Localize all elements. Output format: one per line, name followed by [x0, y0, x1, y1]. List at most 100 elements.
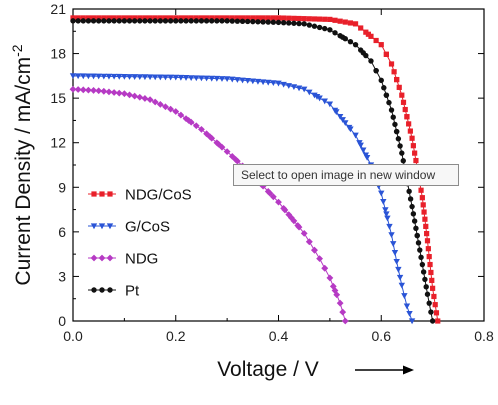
data-point — [426, 254, 432, 260]
data-point — [386, 99, 392, 106]
data-point — [378, 190, 385, 197]
series-line — [72, 75, 413, 322]
data-point — [388, 107, 395, 113]
y-tick-label: 9 — [58, 179, 66, 195]
data-point — [173, 15, 179, 21]
data-point — [356, 140, 363, 146]
data-point — [415, 240, 422, 246]
data-point — [311, 16, 318, 22]
data-point — [403, 303, 411, 310]
data-point — [270, 19, 277, 25]
data-point — [352, 132, 359, 139]
data-point — [413, 157, 419, 164]
data-point — [249, 78, 257, 85]
data-point — [232, 156, 240, 163]
data-point — [239, 77, 246, 84]
data-point — [418, 187, 424, 193]
data-point — [295, 85, 303, 92]
data-point — [321, 98, 328, 105]
data-point — [360, 50, 366, 56]
data-point — [281, 15, 287, 21]
data-point — [418, 254, 424, 260]
series-ndg — [69, 85, 349, 325]
data-point — [214, 15, 220, 21]
data-point — [401, 293, 408, 299]
data-point — [105, 88, 113, 96]
data-point — [306, 22, 313, 28]
data-point — [126, 18, 133, 24]
data-point — [69, 73, 77, 80]
legend: NDG/CoS G/CoS NDG Pt — [88, 187, 192, 300]
data-point — [382, 207, 389, 214]
data-point — [228, 152, 236, 160]
data-point — [280, 81, 287, 88]
y-tick-label: 3 — [58, 268, 66, 284]
data-point — [244, 18, 251, 25]
data-point — [147, 15, 153, 21]
data-point — [329, 282, 337, 290]
data-point — [79, 86, 87, 94]
y-tick-label: 18 — [50, 46, 66, 62]
data-point — [396, 274, 404, 281]
legend-label: NDG — [125, 251, 158, 268]
data-point — [419, 195, 425, 201]
data-point — [203, 130, 210, 138]
data-point — [378, 42, 384, 48]
y-axis-label: Current Density / mA/cm-2 — [9, 44, 35, 285]
data-point — [296, 15, 302, 22]
data-point — [152, 18, 158, 24]
data-point — [427, 261, 433, 268]
data-point — [146, 74, 154, 81]
data-point — [234, 18, 241, 24]
data-point — [428, 269, 434, 276]
data-point — [432, 302, 438, 308]
data-point — [182, 115, 190, 123]
data-point — [203, 18, 210, 24]
data-point — [420, 202, 426, 208]
legend-marker — [91, 191, 97, 197]
data-point — [333, 291, 341, 299]
data-point — [157, 15, 163, 21]
data-point — [345, 124, 353, 131]
data-point — [419, 261, 426, 268]
data-point — [168, 15, 174, 21]
data-point — [417, 247, 423, 253]
legend-marker — [90, 254, 98, 262]
data-point — [265, 79, 272, 86]
data-point — [391, 250, 399, 256]
data-point — [316, 255, 323, 262]
data-point — [425, 246, 431, 252]
data-point — [395, 266, 402, 273]
data-point — [336, 113, 344, 120]
data-point — [255, 15, 261, 21]
data-point — [386, 223, 393, 230]
data-point — [358, 25, 364, 31]
data-point — [402, 106, 408, 113]
data-point — [182, 75, 190, 81]
data-point — [422, 276, 428, 283]
data-point — [234, 77, 241, 83]
data-point — [414, 232, 420, 239]
data-point — [400, 99, 407, 105]
data-point — [270, 80, 277, 87]
data-point — [132, 15, 138, 21]
data-point — [383, 51, 389, 57]
data-point — [332, 17, 338, 23]
data-point — [187, 75, 195, 81]
data-point — [215, 140, 222, 148]
data-point — [131, 74, 138, 80]
data-point — [316, 24, 323, 31]
data-point — [406, 310, 413, 317]
data-point — [157, 74, 164, 81]
data-point — [208, 75, 215, 82]
data-point — [137, 18, 143, 24]
data-point — [360, 147, 367, 154]
legend-marker — [90, 223, 98, 230]
legend-marker — [98, 223, 106, 230]
data-point — [423, 284, 429, 290]
data-point — [327, 16, 333, 22]
data-point — [322, 16, 328, 22]
data-point — [219, 18, 225, 24]
data-point — [383, 92, 390, 98]
